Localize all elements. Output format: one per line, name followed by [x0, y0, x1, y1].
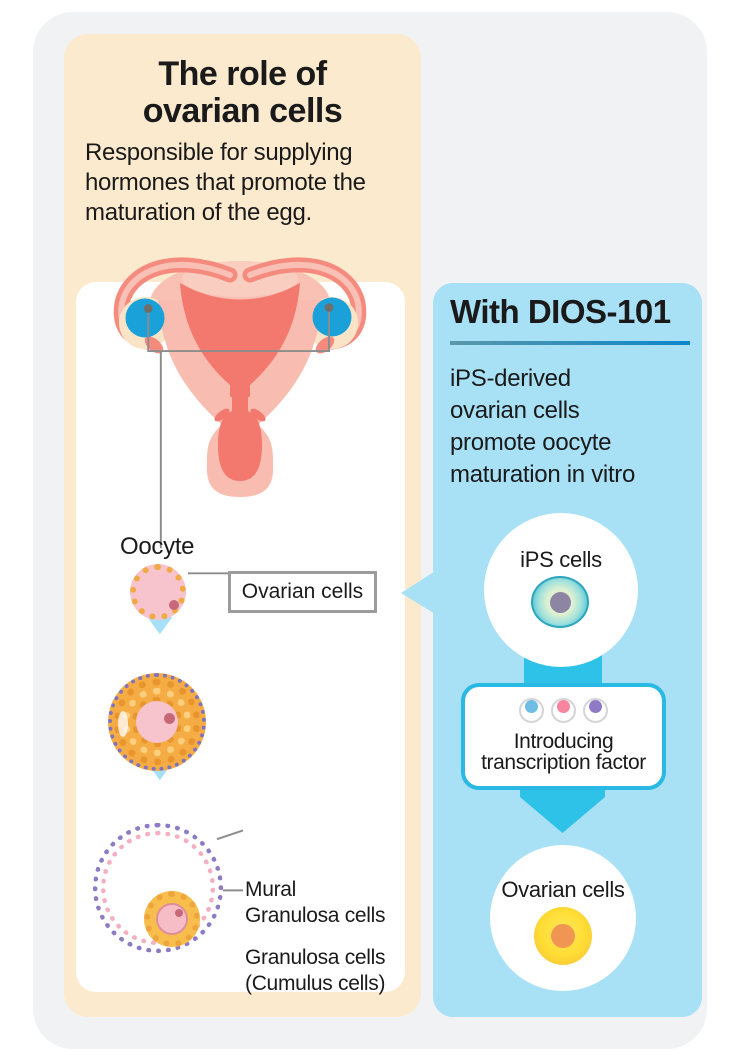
follicle-nucleus: [164, 713, 175, 724]
cumulus-nucleus: [175, 909, 183, 917]
ips-cell-icon: [531, 576, 589, 628]
factor-dot-pink-icon: [551, 698, 576, 723]
ovary-right-icon: [312, 297, 352, 337]
uterus-cavity: [180, 283, 300, 397]
description-line: iPS-derived: [450, 365, 571, 392]
right-panel: With DIOS-101 iPS-derived ovarian cells …: [433, 283, 702, 1017]
down-arrow-shape: [520, 790, 605, 833]
granulosa-label-line: Granulosa cells: [245, 946, 386, 969]
follicle-highlight: [118, 711, 128, 737]
factor-dot-blue-icon: [519, 698, 544, 723]
description-line: ovarian cells: [450, 397, 580, 424]
ovarian-cells-circle: Ovarian cells: [490, 845, 636, 991]
secondary-follicle-icon: [108, 673, 206, 771]
follicle-core: [136, 701, 178, 743]
granulosa-ring: [114, 679, 200, 765]
mural-label-line: Granulosa cells: [245, 904, 386, 927]
subtitle-line: hormones that promote the: [85, 169, 366, 196]
left-panel: The role of ovarian cells Responsible fo…: [64, 34, 421, 1017]
cumulus-oocyte: [156, 903, 188, 935]
mural-granulosa-label: Mural Granulosa cells: [245, 877, 386, 929]
left-panel-title: The role of ovarian cells: [64, 56, 421, 130]
ovary-right-dot: [324, 303, 334, 312]
ips-cells-circle: iPS cells: [484, 513, 638, 667]
left-arrow-icon: [401, 568, 440, 617]
ovarian-cell-icon: [534, 907, 592, 965]
transcription-factor-box: Introducing transcription factor: [461, 683, 666, 790]
fimbriae-left: [144, 336, 164, 354]
granulosa-label-line: (Cumulus cells): [245, 972, 386, 995]
left-arrow-shape: [401, 568, 440, 617]
uterus-illustration: [113, 257, 367, 497]
ovary-left-dot: [143, 304, 153, 313]
dios-title: With DIOS-101: [450, 293, 671, 330]
mural-label-line: Mural: [245, 878, 297, 901]
down-triangle-1-icon: [147, 616, 173, 635]
transcription-factor-label: Introducing transcription factor: [465, 731, 662, 773]
subtitle-line: Responsible for supplying: [85, 139, 353, 166]
granulosa-ring: [132, 697, 182, 747]
ovary-left-icon: [125, 298, 165, 338]
oocyte-nucleus: [169, 600, 179, 610]
cervix-horn-right: [250, 408, 266, 422]
ovarian-cell-nucleus: [551, 924, 575, 948]
ovarian-cells-box: Ovarian cells: [228, 571, 377, 613]
connector-lines: [143, 303, 334, 892]
transcription-label-line: Introducing: [513, 730, 614, 753]
dios-description: iPS-derived ovarian cells promote oocyte…: [450, 363, 635, 491]
antral-follicle-icon: [93, 823, 223, 953]
cervix-horn-left: [214, 408, 230, 422]
ovarian-cells-box-label: Ovarian cells: [241, 580, 364, 603]
oocyte-label: Oocyte: [120, 533, 195, 560]
description-line: promote oocyte: [450, 429, 612, 456]
description-line: maturation in vitro: [450, 461, 636, 488]
left-title-line2: ovarian cells: [142, 92, 343, 130]
left-title-line1: The role of: [158, 55, 327, 93]
granulosa-cumulus-label: Granulosa cells (Cumulus cells): [245, 945, 386, 997]
factor-dot-purple-icon: [583, 698, 608, 723]
ips-cells-label: iPS cells: [520, 547, 602, 572]
subtitle-line: maturation of the egg.: [85, 199, 312, 226]
gray-connector-paths: [147, 309, 330, 892]
transcription-dot-icons: [465, 698, 662, 723]
ovarian-cells-circle-label: Ovarian cells: [501, 877, 625, 902]
left-panel-subtitle: Responsible for supplying hormones that …: [85, 138, 366, 228]
ips-cell-nucleus: [550, 592, 571, 613]
down-arrow-icon: [520, 790, 605, 833]
vaginal-canal: [218, 395, 262, 481]
title-underline: [450, 341, 690, 345]
oocyte-cell-icon: [130, 564, 186, 620]
transcription-label-line: transcription factor: [481, 751, 646, 774]
cumulus-cell-icon: [144, 891, 200, 947]
